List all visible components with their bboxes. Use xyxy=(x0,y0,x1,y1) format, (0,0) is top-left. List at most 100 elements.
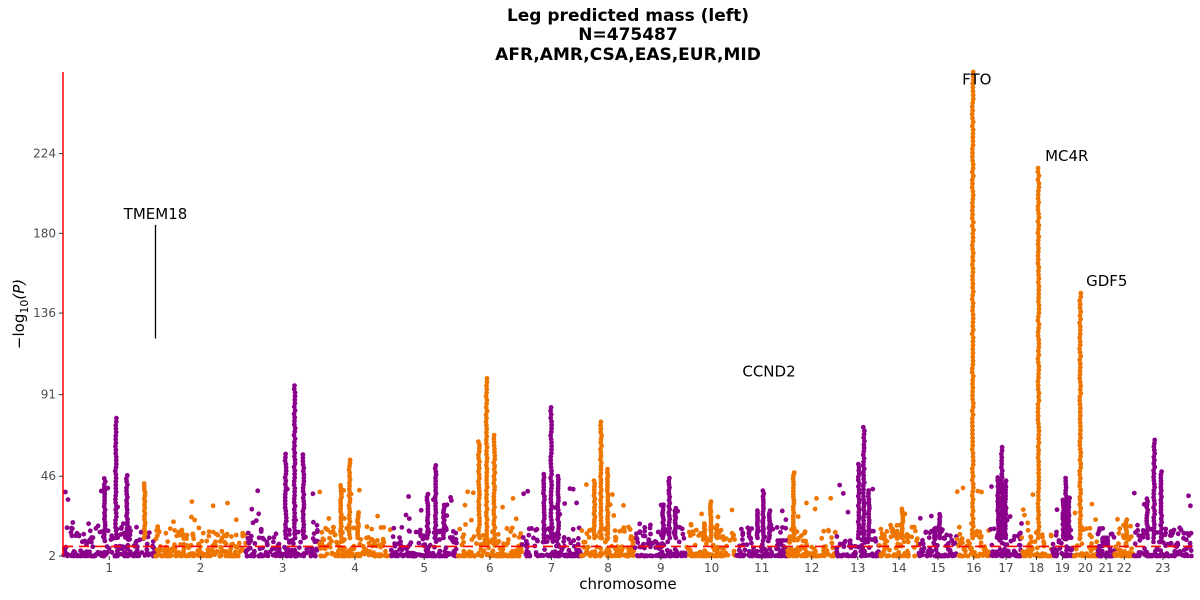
snp-point xyxy=(774,525,780,530)
snp-point xyxy=(978,552,983,557)
snp-point xyxy=(297,552,303,558)
snp-point xyxy=(1036,436,1041,442)
snp-point xyxy=(519,542,525,547)
snp-point xyxy=(778,529,783,535)
snp-point xyxy=(491,521,497,527)
snp-point xyxy=(1020,549,1025,555)
snp-point xyxy=(269,546,275,552)
snp-point xyxy=(1036,299,1041,304)
snp-point xyxy=(914,538,919,544)
snp-point xyxy=(970,523,976,529)
snp-point xyxy=(1077,402,1083,407)
chromosome-7-points xyxy=(519,405,584,559)
y-axis-label-subscript: 10 xyxy=(18,300,31,314)
snp-point xyxy=(837,482,843,488)
snp-point xyxy=(1042,551,1048,557)
snp-point xyxy=(178,553,184,559)
snp-point xyxy=(1036,322,1042,327)
x-axis-ticks: 1 2 3 4 5 6 7 8 9 10 11 12 13 14 15 16 17 18 19 20 21 22 23 xyxy=(105,556,1171,575)
snp-point xyxy=(484,470,490,475)
snp-point xyxy=(674,552,679,557)
snp-point xyxy=(740,532,746,538)
gene-label-ccnd2: CCND2 xyxy=(742,363,795,381)
snp-point xyxy=(252,541,258,546)
snp-point xyxy=(970,285,976,290)
x-tick-label: 21 xyxy=(1098,561,1113,575)
snp-point xyxy=(1132,553,1137,559)
snp-point xyxy=(186,553,192,558)
snp-point xyxy=(104,550,110,555)
snp-point xyxy=(969,177,975,183)
snp-point xyxy=(421,533,426,538)
snp-point xyxy=(684,544,690,550)
snp-point xyxy=(688,522,694,528)
snp-point xyxy=(291,496,297,502)
snp-point xyxy=(406,516,412,521)
snp-point xyxy=(942,536,947,541)
snp-point xyxy=(860,490,866,496)
snp-point xyxy=(965,538,971,544)
snp-point xyxy=(292,493,297,498)
snp-point xyxy=(1000,553,1005,559)
x-tick-label: 8 xyxy=(604,561,612,575)
snp-point xyxy=(1117,526,1123,532)
snp-point xyxy=(292,514,297,519)
snp-point xyxy=(1035,165,1041,171)
snp-point xyxy=(322,553,328,559)
snp-point xyxy=(484,441,489,446)
snp-point xyxy=(1169,532,1174,538)
snp-point xyxy=(1035,379,1041,384)
snp-point xyxy=(556,553,562,559)
snp-point xyxy=(1095,531,1101,537)
snp-point xyxy=(233,544,239,550)
snp-point xyxy=(1036,184,1042,190)
snp-point xyxy=(1078,383,1084,389)
snp-point xyxy=(861,435,867,441)
snp-point xyxy=(970,316,976,321)
snp-point xyxy=(462,502,468,508)
snp-point xyxy=(824,549,830,554)
snp-point xyxy=(927,530,933,536)
chromosome-16-points xyxy=(954,69,993,559)
snp-point xyxy=(1036,421,1041,426)
snp-point xyxy=(249,506,255,512)
snp-point xyxy=(548,429,554,435)
snp-point xyxy=(655,529,661,535)
snp-point xyxy=(476,449,482,454)
snp-point xyxy=(1077,409,1083,415)
snp-point xyxy=(969,331,975,337)
snp-point xyxy=(413,529,419,535)
snp-point xyxy=(1090,553,1096,559)
snp-point xyxy=(615,548,621,553)
snp-point xyxy=(292,528,298,534)
snp-point xyxy=(300,452,306,457)
snp-point xyxy=(484,379,490,385)
snp-point xyxy=(1054,529,1059,535)
snp-point xyxy=(969,420,975,425)
x-tick-label: 23 xyxy=(1155,561,1170,575)
snp-point xyxy=(356,510,361,515)
snp-point xyxy=(1077,346,1082,352)
snp-point xyxy=(1077,446,1083,452)
snp-point xyxy=(465,489,470,495)
snp-point xyxy=(483,488,489,494)
snp-point xyxy=(113,493,119,498)
snp-point xyxy=(970,115,975,121)
snp-point xyxy=(1035,409,1041,415)
snp-point xyxy=(113,479,119,484)
snp-point xyxy=(189,499,195,504)
snp-point xyxy=(754,548,760,554)
snp-point xyxy=(146,530,152,535)
snp-point xyxy=(348,546,354,552)
snp-point xyxy=(606,553,612,559)
snp-point xyxy=(860,552,866,558)
snp-point xyxy=(113,489,119,495)
snp-point xyxy=(970,473,976,479)
snp-point xyxy=(325,527,330,533)
snp-point xyxy=(1036,508,1041,514)
snp-point xyxy=(970,142,976,148)
snp-point xyxy=(1036,527,1041,533)
snp-point xyxy=(95,523,101,529)
snp-point xyxy=(1028,550,1033,556)
x-tick-label: 17 xyxy=(998,561,1013,575)
